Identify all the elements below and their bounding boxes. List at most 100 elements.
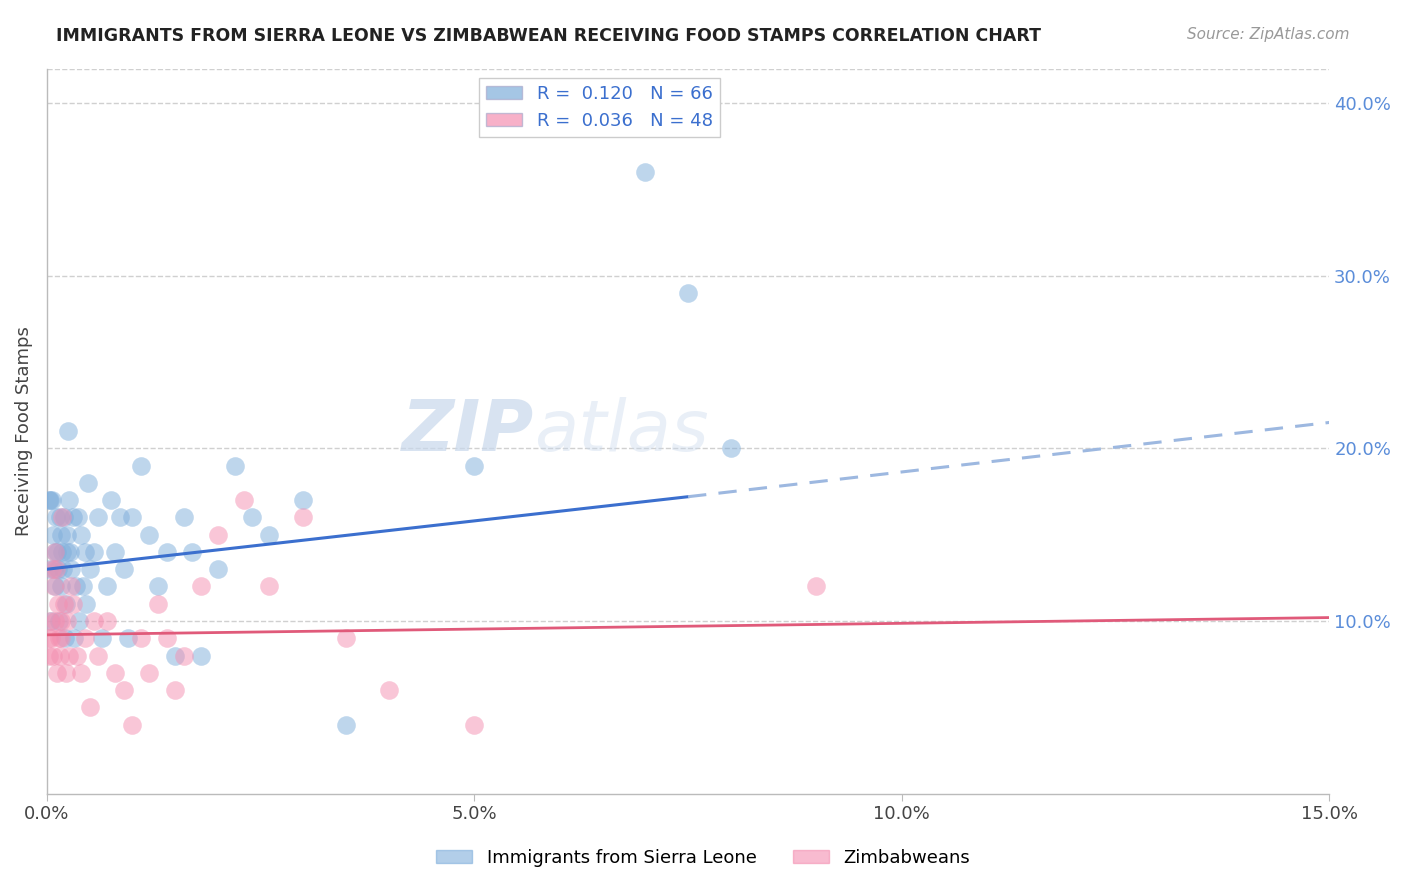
- Point: [75, 632, 97, 646]
- Point: [207, 562, 229, 576]
- Point: [38, 562, 60, 576]
- Point: [51, 632, 73, 646]
- Point: [39, 493, 62, 508]
- Y-axis label: Receiving Food Stamps: Receiving Food Stamps: [15, 326, 32, 536]
- Point: [46, 562, 69, 576]
- Point: [55, 527, 77, 541]
- Point: [676, 285, 699, 300]
- Point: [42, 579, 65, 593]
- Point: [55, 597, 77, 611]
- Point: [83, 545, 105, 559]
- Point: [75, 597, 97, 611]
- Point: [173, 648, 195, 663]
- Point: [129, 632, 152, 646]
- Point: [232, 493, 254, 508]
- Point: [45, 562, 67, 576]
- Point: [48, 632, 70, 646]
- Point: [155, 632, 177, 646]
- Point: [240, 510, 263, 524]
- Point: [87, 510, 110, 524]
- Point: [72, 579, 94, 593]
- Point: [806, 579, 828, 593]
- Point: [45, 510, 67, 524]
- Point: [58, 493, 80, 508]
- Point: [51, 545, 73, 559]
- Point: [79, 562, 101, 576]
- Legend: Immigrants from Sierra Leone, Zimbabweans: Immigrants from Sierra Leone, Zimbabwean…: [429, 842, 977, 874]
- Point: [38, 648, 60, 663]
- Point: [44, 545, 66, 559]
- Point: [39, 614, 62, 628]
- Point: [62, 597, 84, 611]
- Point: [67, 614, 90, 628]
- Point: [56, 545, 79, 559]
- Point: [49, 614, 72, 628]
- Point: [463, 717, 485, 731]
- Point: [100, 493, 122, 508]
- Text: IMMIGRANTS FROM SIERRA LEONE VS ZIMBABWEAN RECEIVING FOOD STAMPS CORRELATION CHA: IMMIGRANTS FROM SIERRA LEONE VS ZIMBABWE…: [56, 27, 1042, 45]
- Point: [138, 665, 160, 680]
- Point: [257, 527, 280, 541]
- Point: [190, 648, 212, 663]
- Point: [53, 632, 76, 646]
- Point: [46, 545, 69, 559]
- Point: [138, 527, 160, 541]
- Text: atlas: atlas: [534, 397, 709, 466]
- Point: [56, 614, 79, 628]
- Point: [44, 614, 66, 628]
- Point: [48, 510, 70, 524]
- Point: [46, 597, 69, 611]
- Point: [41, 562, 63, 576]
- Point: [335, 632, 357, 646]
- Point: [335, 717, 357, 731]
- Point: [165, 683, 187, 698]
- Point: [41, 493, 63, 508]
- Point: [73, 545, 96, 559]
- Point: [224, 458, 246, 473]
- Point: [108, 510, 131, 524]
- Point: [129, 458, 152, 473]
- Text: ZIP: ZIP: [402, 397, 534, 466]
- Point: [96, 614, 118, 628]
- Point: [52, 562, 75, 576]
- Point: [146, 597, 169, 611]
- Point: [292, 493, 315, 508]
- Point: [42, 527, 65, 541]
- Point: [59, 545, 82, 559]
- Point: [257, 579, 280, 593]
- Text: Source: ZipAtlas.com: Source: ZipAtlas.com: [1187, 27, 1350, 42]
- Point: [165, 648, 187, 663]
- Point: [79, 700, 101, 714]
- Point: [63, 632, 86, 646]
- Point: [121, 510, 143, 524]
- Point: [463, 458, 485, 473]
- Point: [46, 665, 69, 680]
- Point: [42, 562, 65, 576]
- Point: [155, 545, 177, 559]
- Point: [173, 510, 195, 524]
- Point: [39, 632, 62, 646]
- Point: [77, 475, 100, 490]
- Point: [42, 648, 65, 663]
- Point: [48, 648, 70, 663]
- Point: [66, 510, 89, 524]
- Point: [62, 510, 84, 524]
- Point: [38, 632, 60, 646]
- Point: [51, 510, 73, 524]
- Point: [66, 648, 89, 663]
- Point: [292, 510, 315, 524]
- Point: [38, 493, 60, 508]
- Point: [51, 579, 73, 593]
- Point: [117, 632, 139, 646]
- Point: [58, 648, 80, 663]
- Point: [112, 562, 135, 576]
- Point: [112, 683, 135, 698]
- Point: [49, 527, 72, 541]
- Point: [70, 665, 93, 680]
- Point: [53, 597, 76, 611]
- Point: [55, 665, 77, 680]
- Point: [48, 614, 70, 628]
- Legend: R =  0.120   N = 66, R =  0.036   N = 48: R = 0.120 N = 66, R = 0.036 N = 48: [479, 78, 720, 137]
- Point: [83, 614, 105, 628]
- Point: [146, 579, 169, 593]
